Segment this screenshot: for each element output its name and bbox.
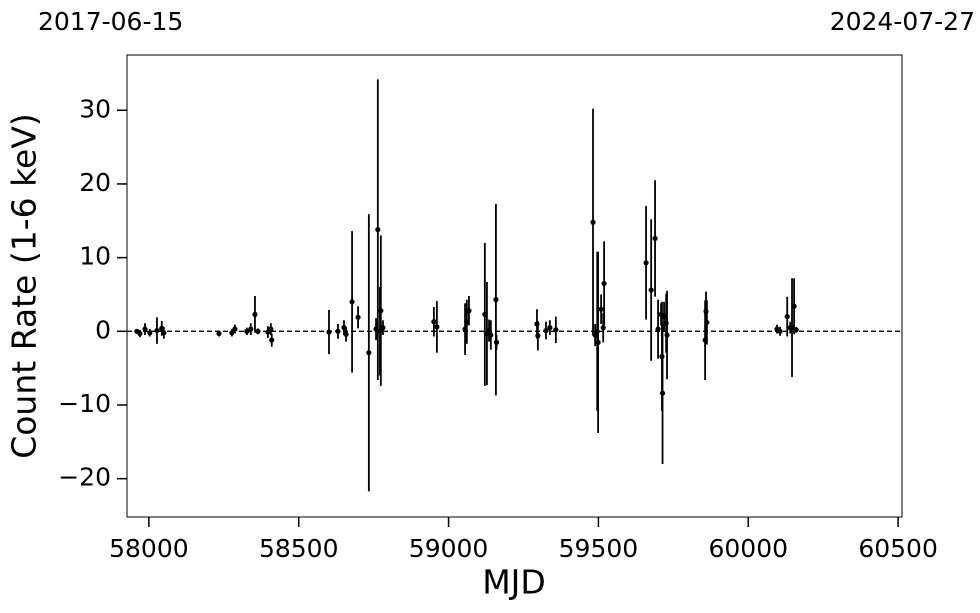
data-point [380, 325, 386, 331]
data-point [784, 313, 790, 320]
data-point [601, 280, 607, 287]
y-axis-label: Count Rate (1-6 keV) [5, 113, 44, 459]
data-point [434, 324, 440, 330]
data-point [777, 328, 783, 334]
data-point [598, 306, 604, 312]
y-tick-label: −20 [58, 463, 111, 492]
plot-frame [126, 54, 903, 518]
data-point [137, 330, 143, 337]
data-point [378, 308, 384, 314]
data-point [147, 330, 153, 336]
data-point [553, 327, 559, 333]
data-point [493, 297, 499, 303]
data-point [335, 328, 341, 334]
data-point [590, 219, 596, 225]
x-tick-label: 58500 [259, 534, 339, 563]
data-point [355, 314, 361, 320]
data-point [375, 227, 381, 233]
x-tick-label: 60500 [858, 534, 938, 563]
data-point [431, 319, 437, 325]
data-point [664, 332, 670, 338]
data-point [248, 326, 254, 332]
data-point [366, 350, 372, 356]
data-point [142, 326, 148, 332]
data-point [343, 331, 349, 337]
data-point [543, 327, 549, 334]
data-point [269, 337, 275, 343]
y-tick-label: 0 [95, 315, 111, 344]
data-point [535, 333, 541, 339]
date-annotation: 2017-06-15 [38, 7, 183, 36]
x-axis-label: MJD [482, 563, 546, 602]
y-tick-label: 10 [79, 242, 111, 271]
data-point [154, 327, 160, 334]
data-point [704, 319, 710, 326]
data-point [252, 311, 258, 317]
data-point [655, 326, 661, 332]
data-point [659, 390, 666, 396]
date-annotation: 2024-07-27 [830, 7, 975, 36]
data-point [326, 329, 332, 335]
y-tick-label: −10 [58, 389, 111, 418]
data-point [466, 308, 472, 314]
x-tick-label: 60000 [708, 534, 788, 563]
y-tick-label: 20 [79, 168, 111, 197]
data-point [791, 303, 797, 309]
data-point [648, 287, 654, 293]
data-point [488, 332, 494, 338]
data-point [161, 330, 167, 336]
data-point [244, 328, 250, 334]
data-point [255, 328, 261, 334]
data-point [493, 339, 500, 345]
data-point [600, 325, 606, 331]
x-tick-label: 59000 [409, 534, 489, 563]
data-point [643, 260, 649, 266]
data-point [793, 327, 799, 333]
y-tick-label: 30 [79, 94, 111, 123]
data-point [349, 299, 355, 305]
data-point [232, 326, 238, 332]
x-tick-label: 58000 [109, 534, 189, 563]
data-point [652, 235, 658, 242]
data-point [229, 330, 235, 336]
data-point [595, 339, 601, 345]
data-point [547, 325, 553, 331]
x-tick-label: 59500 [559, 534, 639, 563]
data-point [216, 330, 222, 337]
data-point [268, 326, 274, 332]
